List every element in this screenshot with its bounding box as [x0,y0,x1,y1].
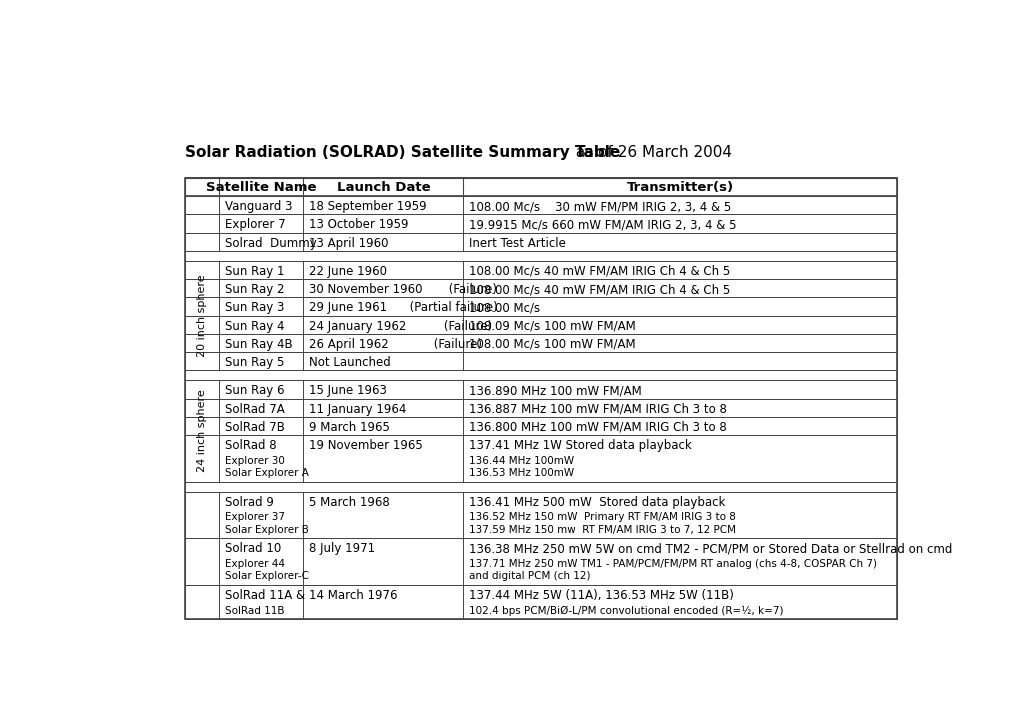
Text: 137.44 MHz 5W (11A), 136.53 MHz 5W (11B): 137.44 MHz 5W (11A), 136.53 MHz 5W (11B) [469,589,733,602]
Text: 108.00 Mc/s: 108.00 Mc/s [469,301,539,315]
Bar [185,178,896,618]
Text: SolRad 7A: SolRad 7A [224,402,284,415]
Text: 108.00 Mc/s 100 mW FM/AM: 108.00 Mc/s 100 mW FM/AM [469,338,635,351]
Text: 29 June 1961      (Partial failure): 29 June 1961 (Partial failure) [309,301,497,315]
Text: 136.52 MHz 150 mW  Primary RT FM/AM IRIG 3 to 8: 136.52 MHz 150 mW Primary RT FM/AM IRIG … [469,513,735,523]
Text: Explorer 7: Explorer 7 [224,218,285,231]
Text: 15 June 1963: 15 June 1963 [309,384,386,397]
Text: 22 June 1960: 22 June 1960 [309,265,386,278]
Text: 136.890 MHz 100 mW FM/AM: 136.890 MHz 100 mW FM/AM [469,384,641,397]
Text: 108.00 Mc/s 40 mW FM/AM IRIG Ch 4 & Ch 5: 108.00 Mc/s 40 mW FM/AM IRIG Ch 4 & Ch 5 [469,265,730,278]
Text: 136.44 MHz 100mW: 136.44 MHz 100mW [469,456,574,466]
Text: Sun Ray 4: Sun Ray 4 [224,320,284,333]
Text: SolRad 11A &: SolRad 11A & [224,589,305,602]
Text: 136.38 MHz 250 mW 5W on cmd TM2 - PCM/PM or Stored Data or Stellrad on cmd: 136.38 MHz 250 mW 5W on cmd TM2 - PCM/PM… [469,542,952,555]
Text: Inert Test Article: Inert Test Article [469,236,566,250]
Bar [185,585,896,618]
Bar [185,261,896,279]
Text: Solar Explorer B: Solar Explorer B [224,525,309,535]
Bar [185,251,896,261]
Text: Sun Ray 5: Sun Ray 5 [224,356,284,369]
Bar [185,334,896,352]
Text: Solar Radiation (SOLRAD) Satellite Summary Table: Solar Radiation (SOLRAD) Satellite Summa… [185,145,620,160]
Text: Solar Explorer A: Solar Explorer A [224,468,309,478]
Text: Solrad  Dummy: Solrad Dummy [224,236,316,250]
Text: 24 January 1962          (Failure): 24 January 1962 (Failure) [309,320,491,333]
Text: Explorer 37: Explorer 37 [224,513,284,523]
Text: 24 inch sphere: 24 inch sphere [197,390,207,472]
Text: Sun Ray 1: Sun Ray 1 [224,265,284,278]
Text: 20 inch sphere: 20 inch sphere [197,274,207,357]
Bar [185,380,896,399]
Text: 9 March 1965: 9 March 1965 [309,420,389,434]
Text: Satellite Name: Satellite Name [206,181,316,194]
Text: Sun Ray 3: Sun Ray 3 [224,301,284,315]
Text: 18 September 1959: 18 September 1959 [309,200,426,213]
Text: Solar Explorer-C: Solar Explorer-C [224,572,309,582]
Text: 108.00 Mc/s    30 mW FM/PM IRIG 2, 3, 4 & 5: 108.00 Mc/s 30 mW FM/PM IRIG 2, 3, 4 & 5 [469,200,731,213]
Bar [185,482,896,492]
Bar [185,435,896,482]
Text: SolRad 7B: SolRad 7B [224,420,284,434]
Text: Sun Ray 2: Sun Ray 2 [224,283,284,296]
Text: and digital PCM (ch 12): and digital PCM (ch 12) [469,572,590,582]
Bar [185,178,896,196]
Text: as of 26 March 2004: as of 26 March 2004 [571,145,732,160]
Text: 108.00 Mc/s 40 mW FM/AM IRIG Ch 4 & Ch 5: 108.00 Mc/s 40 mW FM/AM IRIG Ch 4 & Ch 5 [469,283,730,296]
Bar [185,233,896,251]
Text: 137.59 MHz 150 mw  RT FM/AM IRIG 3 to 7, 12 PCM: 137.59 MHz 150 mw RT FM/AM IRIG 3 to 7, … [469,525,735,535]
Text: 13 April 1960: 13 April 1960 [309,236,388,250]
Bar [185,370,896,380]
Bar [185,399,896,417]
Text: 136.887 MHz 100 mW FM/AM IRIG Ch 3 to 8: 136.887 MHz 100 mW FM/AM IRIG Ch 3 to 8 [469,402,727,415]
Text: Solrad 9: Solrad 9 [224,495,273,508]
Text: Sun Ray 6: Sun Ray 6 [224,384,284,397]
Text: SolRad 8: SolRad 8 [224,439,276,452]
Text: 30 November 1960       (Failure): 30 November 1960 (Failure) [309,283,496,296]
Bar [185,279,896,297]
Text: Vanguard 3: Vanguard 3 [224,200,292,213]
Text: 8 July 1971: 8 July 1971 [309,542,375,555]
Text: 136.53 MHz 100mW: 136.53 MHz 100mW [469,468,574,478]
Bar [185,352,896,370]
Text: 137.71 MHz 250 mW TM1 - PAM/PCM/FM/PM RT analog (chs 4-8, COSPAR Ch 7): 137.71 MHz 250 mW TM1 - PAM/PCM/FM/PM RT… [469,559,876,569]
Text: 5 March 1968: 5 March 1968 [309,495,389,508]
Bar [185,196,896,215]
Bar [185,492,896,539]
Text: SolRad 11B: SolRad 11B [224,606,284,616]
Text: 26 April 1962            (Failure): 26 April 1962 (Failure) [309,338,481,351]
Text: 136.41 MHz 500 mW  Stored data playback: 136.41 MHz 500 mW Stored data playback [469,495,725,508]
Text: 11 January 1964: 11 January 1964 [309,402,406,415]
Text: Explorer 30: Explorer 30 [224,456,284,466]
Bar [185,215,896,233]
Bar [185,539,896,585]
Text: Explorer 44: Explorer 44 [224,559,284,569]
Bar [185,417,896,435]
Text: Launch Date: Launch Date [336,181,430,194]
Text: 102.4 bps PCM/BiØ-L/PM convolutional encoded (R=½, k=7): 102.4 bps PCM/BiØ-L/PM convolutional enc… [469,606,783,616]
Text: Solrad 10: Solrad 10 [224,542,281,555]
Text: 136.800 MHz 100 mW FM/AM IRIG Ch 3 to 8: 136.800 MHz 100 mW FM/AM IRIG Ch 3 to 8 [469,420,726,434]
Text: Transmitter(s): Transmitter(s) [626,181,733,194]
Text: 14 March 1976: 14 March 1976 [309,589,397,602]
Text: 137.41 MHz 1W Stored data playback: 137.41 MHz 1W Stored data playback [469,439,691,452]
Text: Not Launched: Not Launched [309,356,390,369]
Text: 108.09 Mc/s 100 mW FM/AM: 108.09 Mc/s 100 mW FM/AM [469,320,635,333]
Bar [185,297,896,315]
Text: 19 November 1965: 19 November 1965 [309,439,422,452]
Text: 19.9915 Mc/s 660 mW FM/AM IRIG 2, 3, 4 & 5: 19.9915 Mc/s 660 mW FM/AM IRIG 2, 3, 4 &… [469,218,736,231]
Text: 13 October 1959: 13 October 1959 [309,218,408,231]
Text: Sun Ray 4B: Sun Ray 4B [224,338,292,351]
Bar [185,315,896,334]
